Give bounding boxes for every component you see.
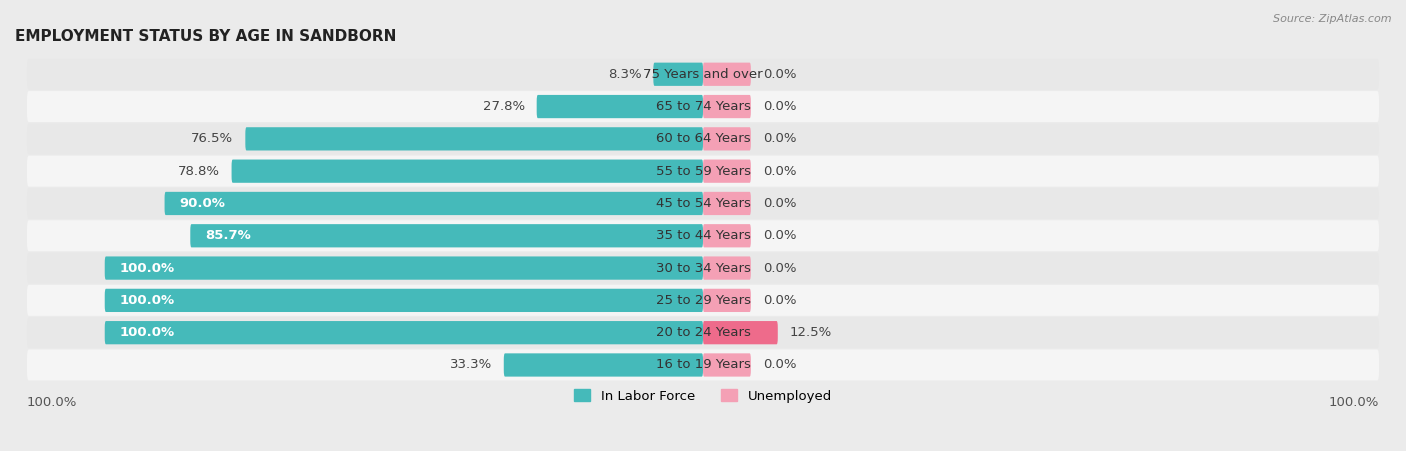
FancyBboxPatch shape	[703, 224, 751, 248]
FancyBboxPatch shape	[27, 59, 1379, 90]
Text: 0.0%: 0.0%	[763, 359, 796, 372]
FancyBboxPatch shape	[165, 192, 703, 215]
FancyBboxPatch shape	[190, 224, 703, 248]
Text: 100.0%: 100.0%	[1329, 396, 1379, 409]
Text: 0.0%: 0.0%	[763, 197, 796, 210]
Text: 85.7%: 85.7%	[205, 229, 252, 242]
Text: 78.8%: 78.8%	[177, 165, 219, 178]
FancyBboxPatch shape	[232, 160, 703, 183]
FancyBboxPatch shape	[703, 127, 751, 151]
Text: 0.0%: 0.0%	[763, 132, 796, 145]
Text: 35 to 44 Years: 35 to 44 Years	[655, 229, 751, 242]
FancyBboxPatch shape	[537, 95, 703, 118]
Text: 12.5%: 12.5%	[790, 326, 832, 339]
FancyBboxPatch shape	[703, 257, 751, 280]
FancyBboxPatch shape	[27, 220, 1379, 251]
Text: EMPLOYMENT STATUS BY AGE IN SANDBORN: EMPLOYMENT STATUS BY AGE IN SANDBORN	[15, 28, 396, 44]
FancyBboxPatch shape	[27, 285, 1379, 316]
FancyBboxPatch shape	[703, 95, 751, 118]
FancyBboxPatch shape	[245, 127, 703, 151]
FancyBboxPatch shape	[104, 289, 703, 312]
Text: 45 to 54 Years: 45 to 54 Years	[655, 197, 751, 210]
FancyBboxPatch shape	[27, 124, 1379, 154]
FancyBboxPatch shape	[104, 257, 703, 280]
FancyBboxPatch shape	[703, 321, 778, 344]
Text: 33.3%: 33.3%	[450, 359, 492, 372]
FancyBboxPatch shape	[703, 192, 751, 215]
FancyBboxPatch shape	[654, 63, 703, 86]
Text: 30 to 34 Years: 30 to 34 Years	[655, 262, 751, 275]
Text: 27.8%: 27.8%	[482, 100, 524, 113]
FancyBboxPatch shape	[703, 353, 751, 377]
Text: 0.0%: 0.0%	[763, 100, 796, 113]
FancyBboxPatch shape	[27, 188, 1379, 219]
FancyBboxPatch shape	[27, 253, 1379, 284]
Text: 0.0%: 0.0%	[763, 262, 796, 275]
Text: 8.3%: 8.3%	[607, 68, 641, 81]
FancyBboxPatch shape	[703, 160, 751, 183]
Text: 90.0%: 90.0%	[180, 197, 225, 210]
FancyBboxPatch shape	[703, 63, 751, 86]
FancyBboxPatch shape	[27, 91, 1379, 122]
Text: 55 to 59 Years: 55 to 59 Years	[655, 165, 751, 178]
Text: 100.0%: 100.0%	[120, 294, 174, 307]
Text: 0.0%: 0.0%	[763, 229, 796, 242]
Legend: In Labor Force, Unemployed: In Labor Force, Unemployed	[569, 384, 837, 408]
Text: 16 to 19 Years: 16 to 19 Years	[655, 359, 751, 372]
Text: 25 to 29 Years: 25 to 29 Years	[655, 294, 751, 307]
FancyBboxPatch shape	[104, 321, 703, 344]
Text: 0.0%: 0.0%	[763, 68, 796, 81]
FancyBboxPatch shape	[27, 317, 1379, 348]
Text: 100.0%: 100.0%	[120, 326, 174, 339]
Text: Source: ZipAtlas.com: Source: ZipAtlas.com	[1274, 14, 1392, 23]
Text: 76.5%: 76.5%	[191, 132, 233, 145]
FancyBboxPatch shape	[27, 156, 1379, 187]
Text: 65 to 74 Years: 65 to 74 Years	[655, 100, 751, 113]
Text: 100.0%: 100.0%	[27, 396, 77, 409]
FancyBboxPatch shape	[703, 289, 751, 312]
Text: 20 to 24 Years: 20 to 24 Years	[655, 326, 751, 339]
Text: 0.0%: 0.0%	[763, 165, 796, 178]
FancyBboxPatch shape	[27, 350, 1379, 381]
FancyBboxPatch shape	[503, 353, 703, 377]
Text: 0.0%: 0.0%	[763, 294, 796, 307]
Text: 60 to 64 Years: 60 to 64 Years	[655, 132, 751, 145]
Text: 75 Years and over: 75 Years and over	[643, 68, 763, 81]
Text: 100.0%: 100.0%	[120, 262, 174, 275]
